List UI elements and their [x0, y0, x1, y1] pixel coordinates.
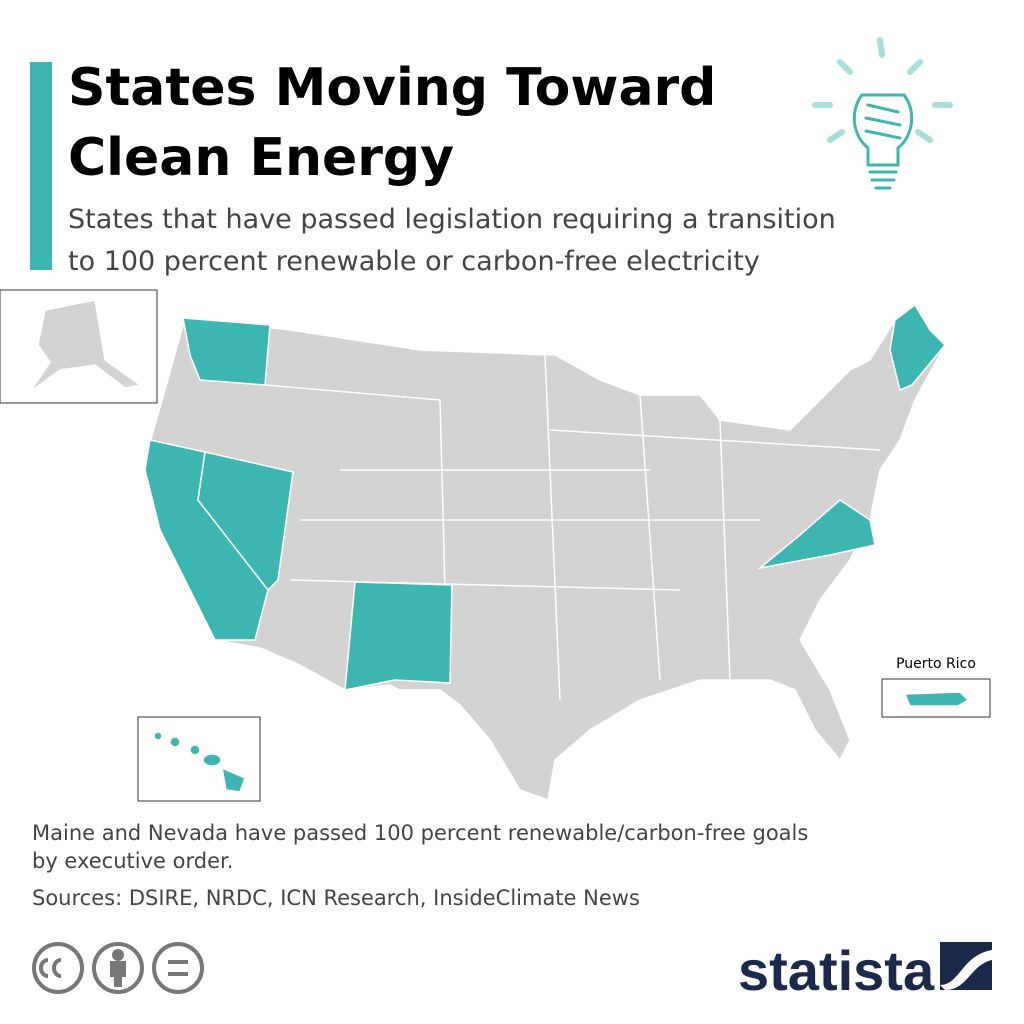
inset-label: Puerto Rico	[896, 656, 976, 672]
title-line: States Moving Toward	[68, 58, 716, 118]
accent-bar	[30, 62, 52, 270]
brand: statista	[738, 939, 935, 1002]
bulb-icon	[812, 37, 953, 190]
note-line: by executive order.	[32, 849, 233, 873]
subtitle-line: to 100 percent renewable or carbon-free …	[68, 246, 760, 277]
subtitle-line: States that have passed legislation requ…	[68, 204, 836, 235]
puerto-rico-inset	[881, 678, 991, 718]
state-highlight	[757, 499, 876, 570]
contiguous-us	[144, 303, 946, 802]
note-line: Maine and Nevada have passed 100 percent…	[32, 821, 808, 845]
state-highlight	[182, 317, 271, 386]
state-highlight	[197, 451, 294, 592]
us-map: Puerto Rico	[0, 289, 991, 802]
hawaii	[153, 731, 246, 793]
alaska	[29, 299, 142, 393]
sources: Sources: DSIRE, NRDC, ICN Research, Insi…	[32, 886, 640, 910]
state-highlight	[344, 581, 453, 691]
puerto-rico	[903, 691, 970, 707]
license-icons	[32, 942, 204, 994]
brand-logo	[940, 942, 992, 990]
state-highlight	[889, 303, 947, 392]
title-line: Clean Energy	[68, 128, 454, 188]
